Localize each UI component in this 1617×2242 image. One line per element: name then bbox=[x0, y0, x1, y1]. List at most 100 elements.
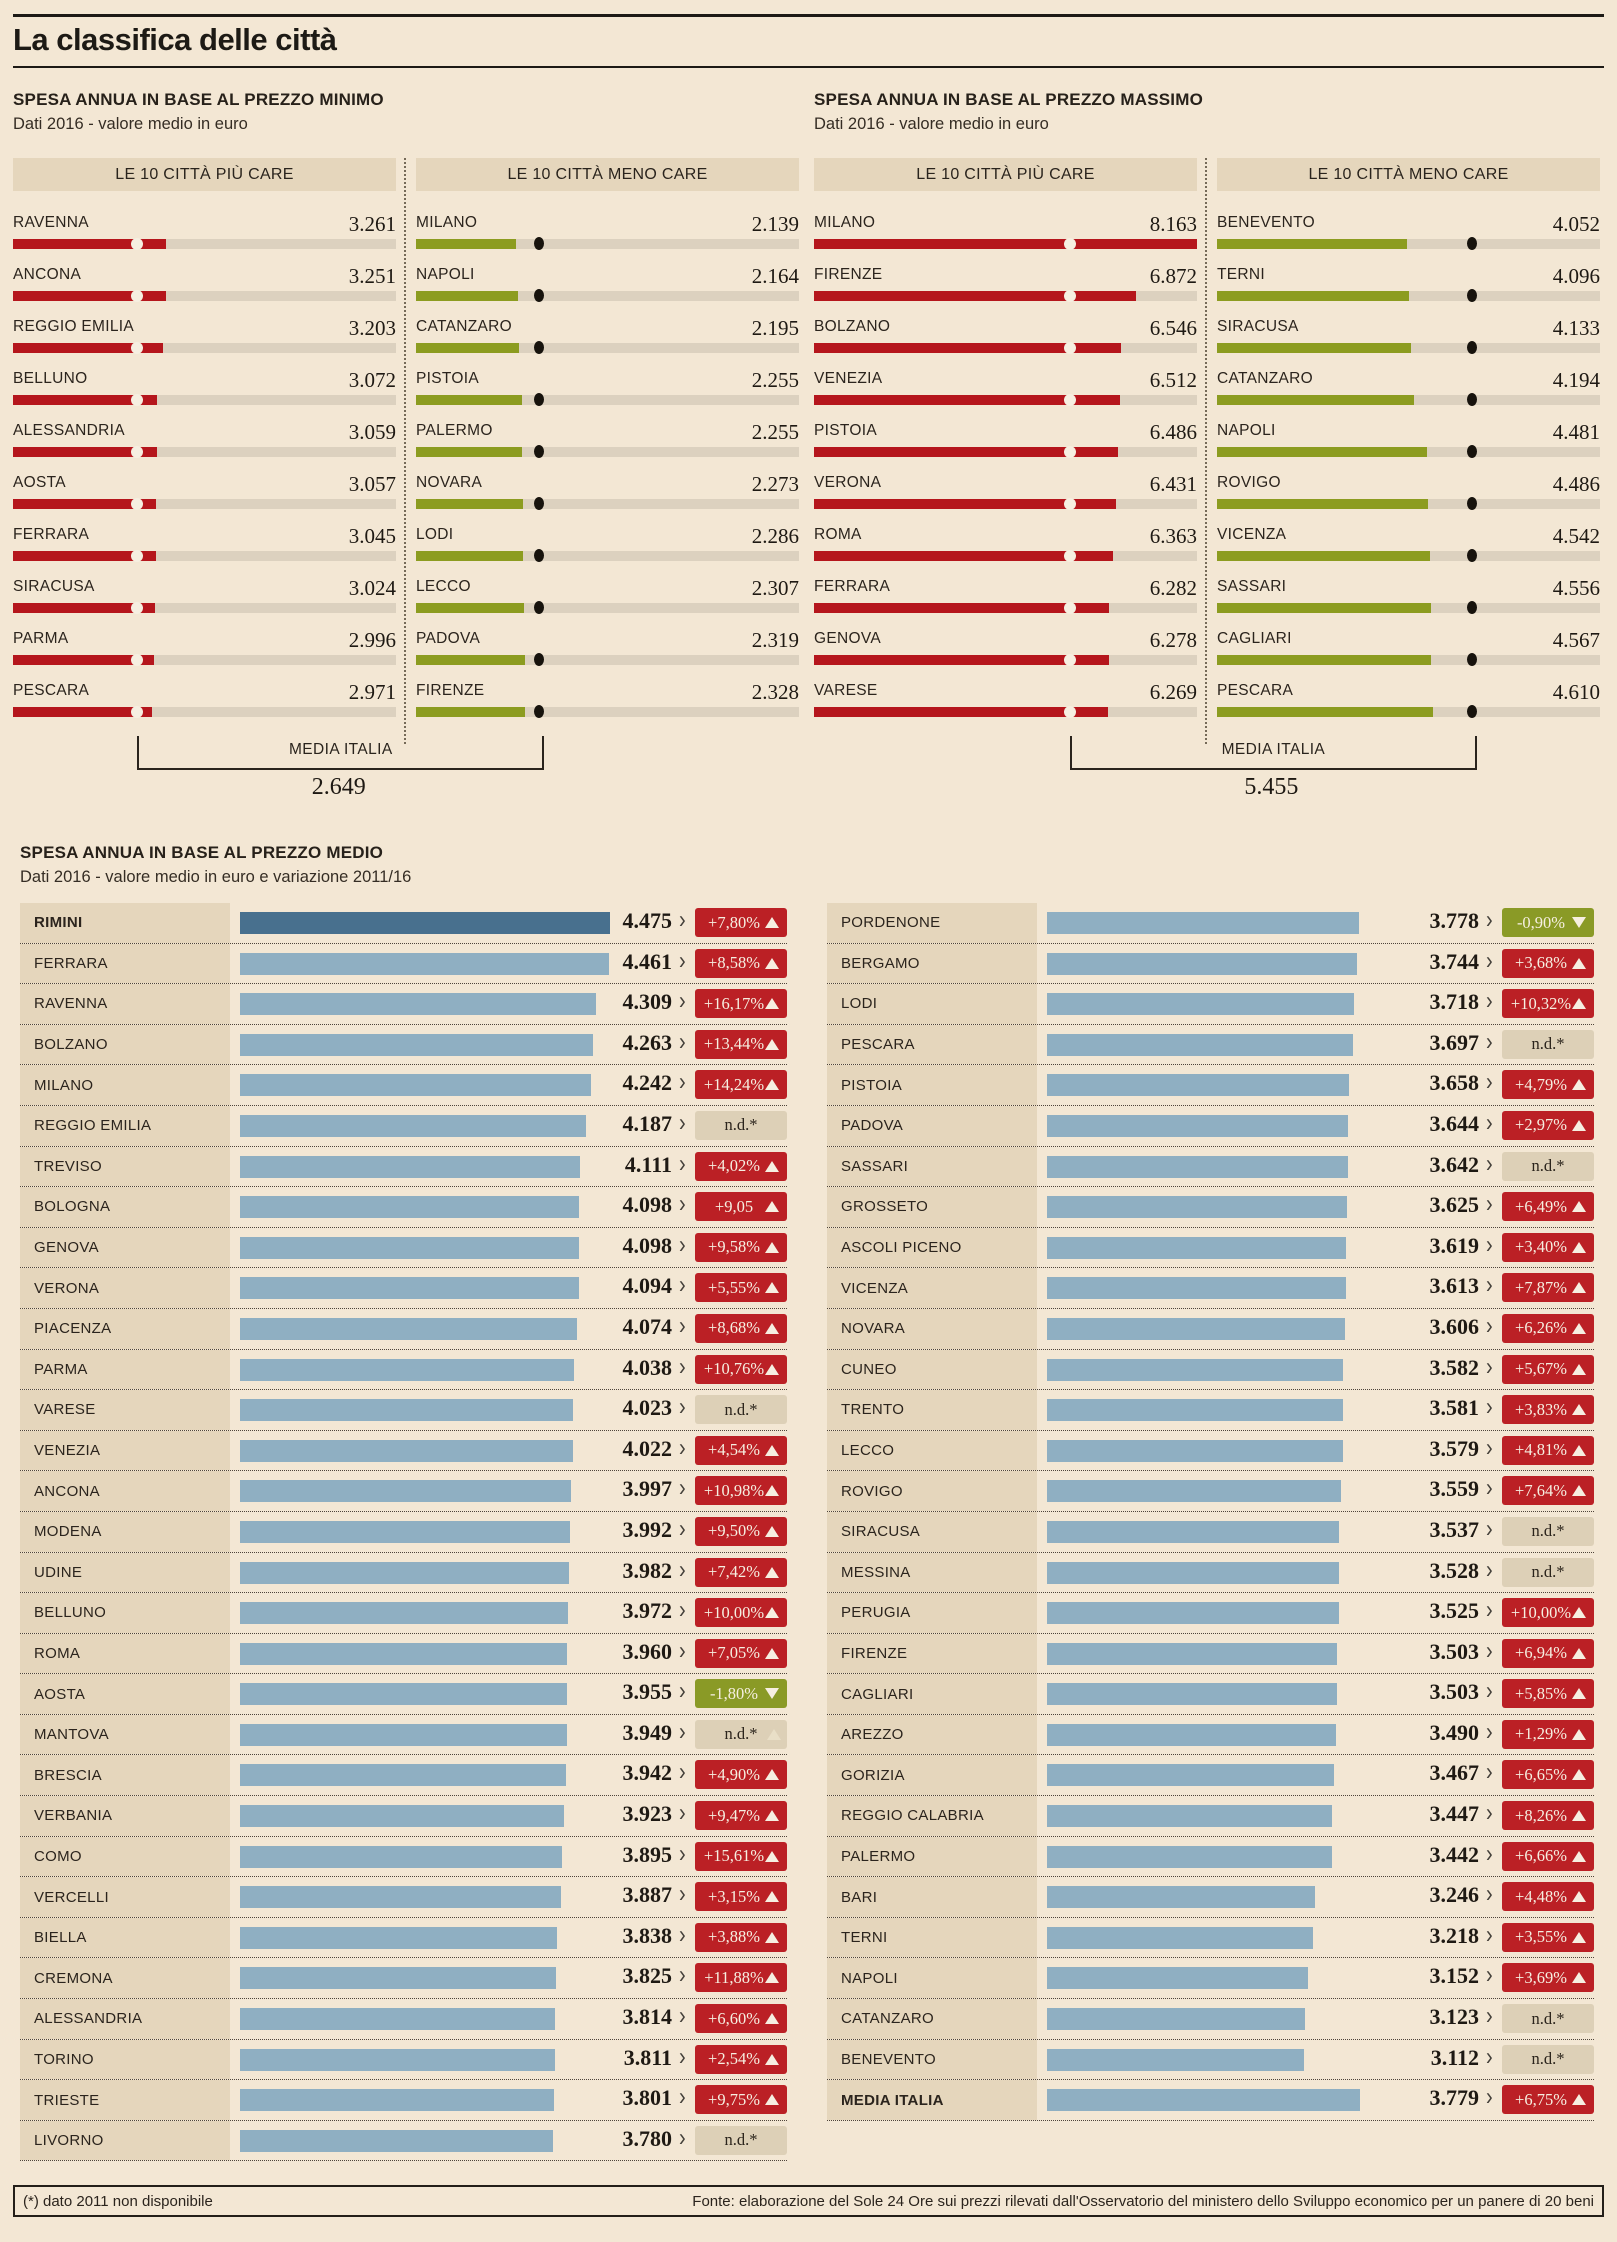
city-label: ALESSANDRIA bbox=[34, 2010, 143, 2028]
ranking-row: RAVENNA 4.309 › +16,17% bbox=[20, 984, 787, 1025]
bar bbox=[1047, 1642, 1337, 1665]
ranking-row: GROSSETO 3.625 › +6,49% bbox=[827, 1187, 1594, 1228]
ranking-row: BERGAMO 3.744 › +3,68% bbox=[827, 943, 1594, 985]
city-value: 3.442 bbox=[1429, 1841, 1480, 1867]
city-row: CAGLIARI 4.567 bbox=[1217, 628, 1600, 680]
bar bbox=[1047, 1277, 1346, 1300]
bar bbox=[1047, 1196, 1347, 1219]
bar-track bbox=[1217, 601, 1600, 614]
city-row: ALESSANDRIA 3.059 bbox=[13, 420, 396, 472]
city-label: RAVENNA bbox=[13, 214, 89, 231]
city-row: GENOVA 6.278 bbox=[814, 628, 1197, 680]
ranking-row: BARI 3.246 › +4,48% bbox=[827, 1877, 1594, 1918]
change-label: +10,00% bbox=[703, 1602, 765, 1622]
city-value: 3.778 bbox=[1429, 908, 1480, 933]
up-triangle-icon bbox=[1572, 1688, 1586, 1700]
city-value: 6.512 bbox=[1149, 368, 1197, 392]
bar bbox=[240, 2008, 556, 2031]
ranking-row: TORINO 3.811 › +2,54% bbox=[20, 2039, 787, 2081]
chevron-separator-icon: › bbox=[1486, 906, 1493, 934]
ranking-row: CUNEO 3.582 › +5,67% bbox=[827, 1349, 1594, 1391]
city-cell: BIELLA bbox=[20, 1917, 230, 1958]
city-label: NAPOLI bbox=[841, 1969, 898, 1987]
city-value: 3.718 bbox=[1429, 989, 1480, 1015]
column-header-least-expensive: LE 10 CITTÀ MENO CARE bbox=[1217, 158, 1600, 191]
chevron-separator-icon: › bbox=[679, 1109, 686, 1137]
bar-track bbox=[416, 237, 799, 250]
up-triangle-icon bbox=[1572, 1769, 1586, 1781]
change-badge: n.d.* bbox=[695, 2125, 787, 2155]
city-value: 4.187 bbox=[622, 1110, 673, 1136]
column-header-most-expensive: LE 10 CITTÀ PIÙ CARE bbox=[814, 158, 1197, 191]
change-badge: +2,54% bbox=[695, 2044, 787, 2074]
ranking-row: TREVISO 4.111 › +4,02% bbox=[20, 1146, 787, 1188]
city-label: MEDIA ITALIA bbox=[841, 2091, 944, 2109]
media-italia-bracket: MEDIA ITALIA bbox=[1069, 736, 1477, 770]
media-italia-callout: MEDIA ITALIA 5.455 bbox=[814, 736, 1600, 814]
up-triangle-icon bbox=[765, 1850, 779, 1862]
ranking-row: AOSTA 3.955 › -1,80% bbox=[20, 1674, 787, 1715]
city-cell: VERCELLI bbox=[20, 1877, 230, 1917]
city-label: BRESCIA bbox=[34, 1766, 102, 1784]
bar-track bbox=[814, 394, 1197, 406]
city-label: TORINO bbox=[34, 2050, 94, 2068]
change-badge: n.d.* bbox=[1502, 1557, 1594, 1587]
chevron-separator-icon: › bbox=[679, 1433, 686, 1462]
city-row: BELLUNO 3.072 bbox=[13, 368, 396, 420]
city-value: 3.261 bbox=[348, 212, 396, 236]
bar-track bbox=[1217, 653, 1600, 666]
ranking-row: CREMONA 3.825 › +11,88% bbox=[20, 1958, 787, 2000]
up-triangle-icon bbox=[765, 1241, 779, 1253]
city-row: FERRARA 3.045 bbox=[13, 524, 396, 576]
change-label: +7,87% bbox=[1515, 1277, 1567, 1297]
city-value: 2.307 bbox=[751, 576, 799, 600]
city-label: FIRENZE bbox=[841, 1644, 908, 1662]
city-row: PALERMO 2.255 bbox=[416, 420, 799, 472]
city-cell: BOLZANO bbox=[20, 1024, 230, 1065]
city-cell: MEDIA ITALIA bbox=[827, 2080, 1037, 2120]
bar bbox=[240, 912, 610, 934]
city-label: MANTOVA bbox=[34, 1726, 109, 1744]
ranking-row: PORDENONE 3.778 › -0,90% bbox=[827, 903, 1594, 944]
ranking-row: LECCO 3.579 › +4,81% bbox=[827, 1430, 1594, 1472]
bar bbox=[1047, 1155, 1349, 1178]
ranking-row: MEDIA ITALIA 3.779 › +6,75% bbox=[827, 2080, 1594, 2121]
change-badge: +10,00% bbox=[1502, 1598, 1594, 1628]
media-italia-dot bbox=[1466, 601, 1477, 614]
up-triangle-icon bbox=[1572, 1485, 1586, 1497]
media-italia-dot bbox=[1063, 498, 1076, 510]
change-label: -0,90% bbox=[1516, 912, 1566, 932]
ranking-row: BRESCIA 3.942 › +4,90% bbox=[20, 1755, 787, 1797]
city-label: REGGIO EMILIA bbox=[34, 1117, 152, 1135]
city-label: TREVISO bbox=[34, 1157, 102, 1175]
change-label: n.d.* bbox=[724, 1724, 758, 1744]
ranking-row: VERONA 4.094 › +5,55% bbox=[20, 1268, 787, 1309]
change-badge: n.d.* bbox=[1502, 1029, 1594, 1059]
city-cell: NAPOLI bbox=[827, 1958, 1037, 1999]
change-badge: +5,55% bbox=[695, 1273, 787, 1303]
city-value: 4.242 bbox=[622, 1070, 673, 1096]
change-badge: +9,58% bbox=[695, 1232, 787, 1262]
chevron-separator-icon: › bbox=[1486, 2083, 1493, 2111]
bar-track bbox=[1217, 237, 1600, 250]
city-row: BENEVENTO 4.052 bbox=[1217, 212, 1600, 264]
city-cell: REGGIO CALABRIA bbox=[827, 1796, 1037, 1836]
city-row: FIRENZE 6.872 bbox=[814, 264, 1197, 316]
city-value: 6.486 bbox=[1149, 420, 1197, 444]
change-badge: +5,85% bbox=[1502, 1679, 1594, 1709]
ranking-row: ALESSANDRIA 3.814 › +6,60% bbox=[20, 1999, 787, 2040]
change-badge: +3,15% bbox=[695, 1882, 787, 1912]
up-triangle-icon bbox=[765, 1525, 779, 1537]
bar bbox=[1047, 912, 1360, 934]
city-value: 3.697 bbox=[1429, 1029, 1480, 1055]
city-label: AOSTA bbox=[13, 474, 66, 491]
city-label: LECCO bbox=[416, 578, 471, 595]
media-italia-dot bbox=[131, 394, 144, 406]
city-row: AOSTA 3.057 bbox=[13, 472, 396, 524]
chevron-separator-icon: › bbox=[679, 2042, 686, 2071]
city-label: BOLZANO bbox=[814, 318, 891, 335]
city-label: SIRACUSA bbox=[841, 1523, 921, 1541]
chevron-separator-icon: › bbox=[679, 2123, 686, 2152]
chevron-separator-icon: › bbox=[1486, 1920, 1493, 1949]
chevron-separator-icon: › bbox=[679, 1880, 686, 1908]
